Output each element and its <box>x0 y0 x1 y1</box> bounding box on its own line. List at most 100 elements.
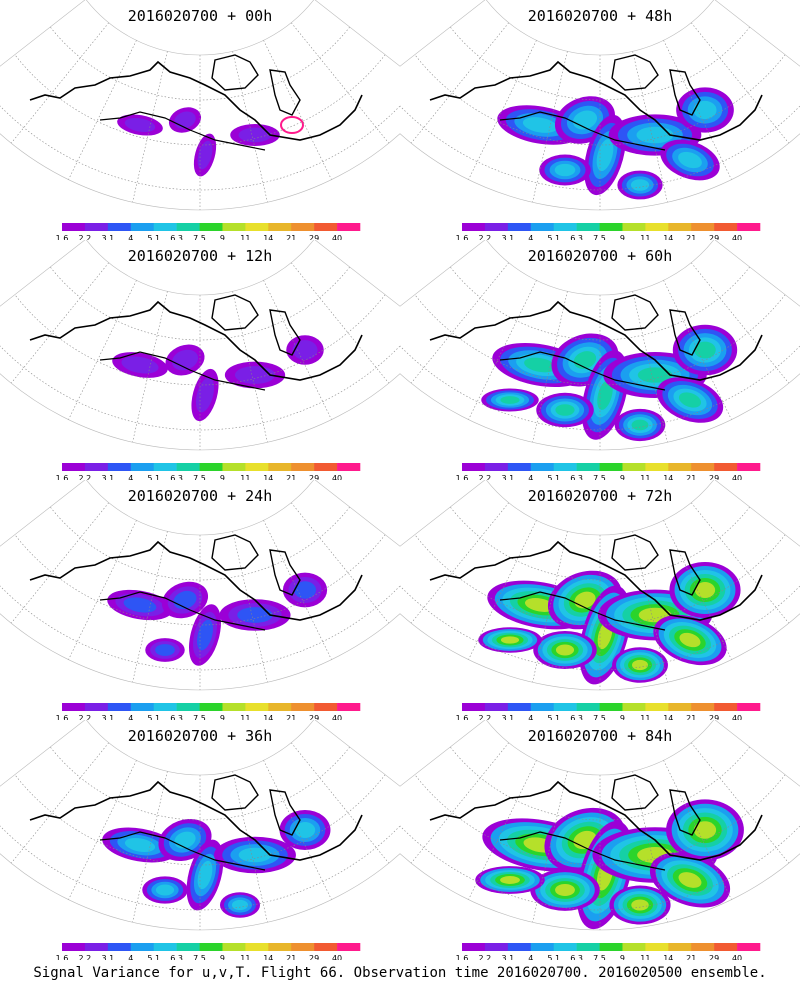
legend-label: 21 <box>286 954 296 960</box>
coastline <box>99 591 266 631</box>
legend-label: 7.5 <box>193 474 206 480</box>
map-area <box>0 22 400 210</box>
variance-contour <box>197 619 213 651</box>
graticule-line <box>50 506 350 581</box>
legend-swatch <box>314 703 338 711</box>
legend-swatch <box>222 463 246 471</box>
coastline <box>611 534 659 571</box>
legend-swatch <box>176 223 200 231</box>
legend-swatch <box>268 463 292 471</box>
color-legend: 1.6 2.2 3.1 4 5.1 6.3 7.5 9 11 14 21 29 40 <box>456 703 761 720</box>
panel-title: 2016020700 + 24h <box>127 487 273 505</box>
coastline <box>211 534 259 571</box>
legend-label: 5.1 <box>147 234 160 240</box>
variance-contour <box>195 377 215 413</box>
graticule-line <box>691 22 790 144</box>
coastline <box>499 351 666 391</box>
legend-label: 21 <box>686 234 696 240</box>
color-legend: 1.6 2.2 3.1 4 5.1 6.3 7.5 9 11 14 21 29 40 <box>56 703 361 720</box>
coastline <box>429 300 763 381</box>
graticule-line <box>532 51 568 203</box>
legend-label: 7.5 <box>193 954 206 960</box>
legend-swatch <box>314 943 338 951</box>
forecast-panel: 2016020700 + 36h 1.6 2.2 3.1 4 5.1 6.3 7.5 9 11 14… <box>0 720 400 960</box>
graticule-line <box>10 502 109 624</box>
graticule-line <box>532 771 568 923</box>
legend-label: 29 <box>709 954 719 960</box>
graticule-line <box>50 746 350 821</box>
legend-label: 21 <box>286 234 296 240</box>
legend-swatch <box>107 703 132 711</box>
coastline <box>269 69 301 116</box>
coastline <box>211 774 259 811</box>
legend-swatch <box>553 703 577 711</box>
legend-label: 3.1 <box>101 954 114 960</box>
legend-swatch <box>153 463 177 471</box>
legend-label: 14 <box>263 714 273 720</box>
legend-swatch <box>599 223 623 231</box>
legend-label: 4 <box>128 234 133 240</box>
legend-label: 9 <box>620 954 625 960</box>
coastline <box>669 69 701 116</box>
legend-swatch <box>553 223 577 231</box>
legend-swatch <box>622 223 646 231</box>
graticule-line <box>450 506 750 581</box>
variance-contour <box>124 838 156 852</box>
legend-swatch <box>553 463 577 471</box>
graticule-line <box>132 51 168 203</box>
legend-swatch <box>530 943 554 951</box>
coastline <box>99 111 266 151</box>
forecast-panel: 2016020700 + 60h 1.6 2.2 3.1 4 5.1 6.3 7.5 9 11 14… <box>400 240 800 480</box>
legend-label: 11 <box>240 714 250 720</box>
panel-title: 2016020700 + 36h <box>127 727 273 745</box>
legend-swatch <box>268 943 292 951</box>
map-boundary <box>0 720 400 931</box>
legend-swatch <box>714 703 738 711</box>
legend-label: 6.3 <box>570 474 583 480</box>
legend-swatch <box>176 463 200 471</box>
legend-label: 11 <box>640 474 650 480</box>
legend-swatch <box>507 703 532 711</box>
legend-label: 21 <box>686 474 696 480</box>
forecast-panel: 2016020700 + 48h 1.6 2.2 3.1 4 5.1 6.3 7.5 9 11 14… <box>400 0 800 240</box>
legend-swatch <box>153 223 177 231</box>
legend-swatch <box>107 463 132 471</box>
legend-label: 9 <box>220 474 225 480</box>
legend-swatch <box>222 703 246 711</box>
variance-contour <box>524 598 556 612</box>
variance-contour <box>555 884 575 896</box>
variance-contour <box>679 632 701 648</box>
legend-label: 7.5 <box>593 474 606 480</box>
color-legend: 1.6 2.2 3.1 4 5.1 6.3 7.5 9 11 14 21 29 40 <box>456 463 761 480</box>
legend-label: 14 <box>663 234 673 240</box>
variance-contour <box>280 116 304 134</box>
graticule-line <box>232 291 268 443</box>
panel-title: 2016020700 + 72h <box>527 487 673 505</box>
legend-label: 5.1 <box>547 714 560 720</box>
legend-label: 3.1 <box>501 714 514 720</box>
variance-contour <box>292 340 318 360</box>
legend-label: 14 <box>263 954 273 960</box>
legend-swatch <box>462 703 486 711</box>
legend-label: 6.3 <box>170 954 183 960</box>
legend-label: 3.1 <box>101 714 114 720</box>
variance-contour <box>597 380 613 410</box>
legend-swatch <box>645 703 669 711</box>
legend-swatch <box>337 223 361 231</box>
map-area <box>0 502 400 690</box>
graticule-line <box>532 291 568 443</box>
graticule-line <box>10 22 109 144</box>
legend-swatch <box>622 463 646 471</box>
legend-label: 40 <box>732 474 742 480</box>
legend-swatch <box>245 943 269 951</box>
variance-contour <box>693 100 717 120</box>
legend-label: 4 <box>128 474 133 480</box>
legend-swatch <box>130 703 154 711</box>
legend-label: 40 <box>332 474 342 480</box>
legend-label: 7.5 <box>593 954 606 960</box>
coastline <box>429 60 763 141</box>
graticule-line <box>50 266 350 341</box>
legend-swatch <box>668 943 692 951</box>
graticule-line <box>632 771 668 923</box>
graticule-line <box>50 26 350 101</box>
